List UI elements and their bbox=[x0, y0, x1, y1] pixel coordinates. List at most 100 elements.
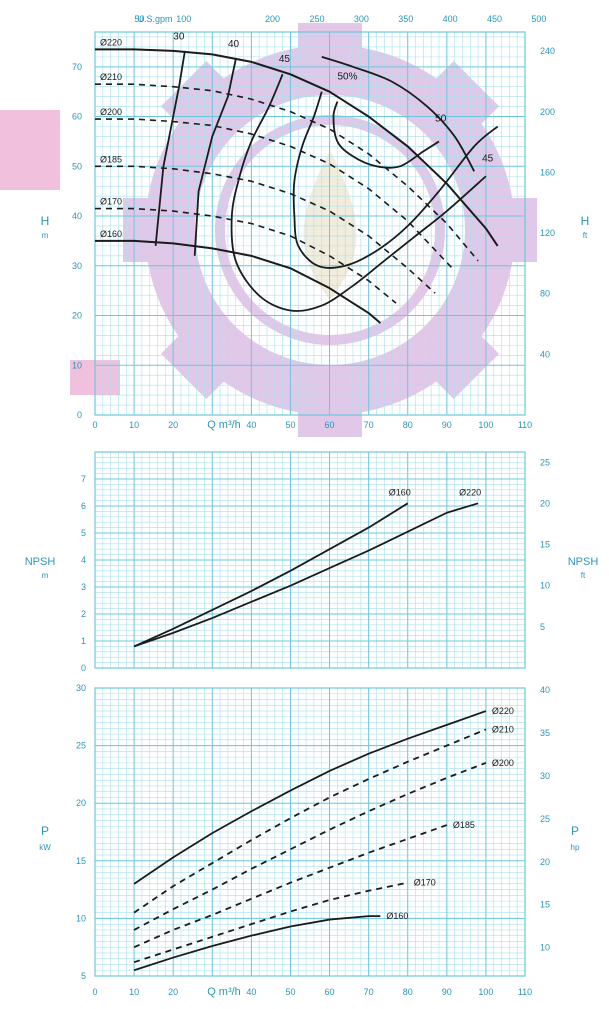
power-chart: Ø220 Ø210 Ø200 Ø185 Ø170 Ø160 bbox=[94, 687, 526, 977]
head-curve-Ø185 bbox=[95, 165, 436, 294]
head-y-axis-label-right: H bbox=[581, 214, 590, 228]
npsh-y-tick-left: 4 bbox=[81, 555, 86, 565]
npsh-y-unit-right: ft bbox=[581, 571, 586, 580]
top-axis-tick: 350 bbox=[398, 14, 413, 24]
top-axis-tick: 200 bbox=[265, 14, 280, 24]
efficiency-label: 50 bbox=[435, 114, 447, 125]
head-curve-label: Ø220 bbox=[100, 37, 122, 47]
head-y-tick-left: 0 bbox=[77, 410, 82, 420]
power-y-tick-left: 25 bbox=[76, 741, 86, 751]
top-axis-tick: 100 bbox=[176, 14, 191, 24]
power-y-tick-right: 30 bbox=[540, 771, 550, 781]
power-x-axis-label: Q m³/h bbox=[207, 986, 241, 998]
head-chart: Ø220 Ø210 Ø200 Ø185 Ø170 Ø160 30 40 45 50% 50 45 bbox=[94, 31, 526, 416]
head-y-tick-left: 50 bbox=[72, 161, 82, 171]
head-y-tick-left: 70 bbox=[72, 62, 82, 72]
power-curve-label: Ø220 bbox=[492, 706, 514, 716]
head-y-tick-right: 40 bbox=[540, 349, 550, 359]
top-axis-tick: 400 bbox=[443, 14, 458, 24]
power-curve-Ø200 bbox=[133, 762, 487, 931]
watermark-letter-block bbox=[0, 110, 60, 190]
power-curve-Ø210 bbox=[133, 728, 487, 914]
head-x-axis-label: Q m³/h bbox=[207, 419, 241, 431]
head-y-tick-left: 40 bbox=[72, 211, 82, 221]
head-curve-Ø210 bbox=[95, 83, 479, 262]
head-y-unit-right: ft bbox=[583, 231, 588, 240]
watermark-graphic bbox=[0, 23, 537, 437]
head-x-tick: 20 bbox=[168, 420, 178, 430]
head-curve-Ø220 bbox=[95, 48, 499, 247]
efficiency-label: 45 bbox=[482, 153, 494, 164]
power-curve-Ø170 bbox=[133, 881, 408, 964]
head-x-tick: 80 bbox=[403, 420, 413, 430]
npsh-y-tick-left: 3 bbox=[81, 582, 86, 592]
top-axis-tick: 500 bbox=[531, 14, 546, 24]
head-y-tick-left: 30 bbox=[72, 261, 82, 271]
head-curve-label: Ø170 bbox=[100, 197, 122, 207]
power-y-axis-label-right: P bbox=[571, 824, 579, 838]
head-curve-Ø170 bbox=[95, 207, 397, 304]
top-axis-tick: 300 bbox=[354, 14, 369, 24]
power-y-unit-left: kW bbox=[39, 843, 51, 852]
efficiency-curve-40 bbox=[193, 59, 237, 256]
npsh-y-tick-right: 5 bbox=[540, 622, 545, 632]
power-y-tick-right: 15 bbox=[540, 900, 550, 910]
head-curve-Ø160 bbox=[95, 239, 382, 324]
plot-frame bbox=[94, 687, 526, 977]
power-x-tick: 90 bbox=[442, 987, 452, 997]
head-y-tick-right: 120 bbox=[540, 228, 555, 238]
efficiency-curve-45 bbox=[230, 73, 487, 312]
plot-frame bbox=[94, 31, 526, 416]
power-y-tick-right: 25 bbox=[540, 814, 550, 824]
power-y-tick-left: 20 bbox=[76, 798, 86, 808]
power-x-tick: 0 bbox=[92, 987, 97, 997]
npsh-y-tick-right: 15 bbox=[540, 540, 550, 550]
head-y-tick-left: 20 bbox=[72, 311, 82, 321]
efficiency-curve-45 bbox=[321, 56, 475, 172]
npsh-y-tick-left: 0 bbox=[81, 663, 86, 673]
npsh-y-tick-left: 1 bbox=[81, 636, 86, 646]
power-y-tick-right: 35 bbox=[540, 728, 550, 738]
npsh-y-tick-right: 10 bbox=[540, 581, 550, 591]
npsh-y-axis-label-left: NPSH bbox=[25, 556, 56, 568]
head-curve-Ø200 bbox=[95, 118, 456, 272]
head-curve-label: Ø210 bbox=[100, 72, 122, 82]
efficiency-label: 45 bbox=[279, 54, 291, 65]
head-y-axis-label-left: H bbox=[41, 214, 50, 228]
power-x-tick: 10 bbox=[129, 987, 139, 997]
power-x-tick: 100 bbox=[478, 987, 493, 997]
plot-frame bbox=[94, 451, 526, 669]
efficiency-label: 30 bbox=[173, 31, 185, 42]
npsh-curve-Ø220 bbox=[133, 502, 479, 648]
efficiency-curve-30 bbox=[154, 50, 186, 246]
npsh-curve-Ø160 bbox=[133, 502, 409, 648]
efficiency-label: 50% bbox=[337, 71, 357, 82]
head-y-tick-right: 80 bbox=[540, 289, 550, 299]
efficiency-label: 40 bbox=[228, 39, 240, 50]
head-y-tick-left: 10 bbox=[72, 360, 82, 370]
head-x-tick: 60 bbox=[325, 420, 335, 430]
head-x-tick: 100 bbox=[478, 420, 493, 430]
head-x-tick: 90 bbox=[442, 420, 452, 430]
npsh-y-tick-left: 6 bbox=[81, 501, 86, 511]
power-x-tick: 20 bbox=[168, 987, 178, 997]
head-y-tick-left: 60 bbox=[72, 112, 82, 122]
power-x-tick: 50 bbox=[285, 987, 295, 997]
npsh-y-tick-left: 7 bbox=[81, 474, 86, 484]
head-curve-label: Ø160 bbox=[100, 229, 122, 239]
power-curve-label: Ø185 bbox=[453, 820, 475, 830]
npsh-y-tick-right: 25 bbox=[540, 457, 550, 467]
npsh-y-tick-right: 20 bbox=[540, 498, 550, 508]
power-x-tick: 110 bbox=[518, 987, 532, 997]
power-y-tick-right: 40 bbox=[540, 685, 550, 695]
npsh-curve-label: Ø220 bbox=[459, 487, 481, 497]
power-curve-label: Ø200 bbox=[492, 758, 514, 768]
power-y-tick-left: 5 bbox=[81, 971, 86, 981]
power-y-tick-left: 30 bbox=[76, 683, 86, 693]
efficiency-curve-50 bbox=[332, 101, 440, 169]
npsh-y-axis-label-right: NPSH bbox=[568, 556, 599, 568]
efficiency-curve-50% bbox=[292, 91, 499, 269]
power-curve-Ø220 bbox=[133, 710, 487, 885]
power-y-unit-right: hp bbox=[571, 843, 580, 852]
top-axis-label: U.S.gpm bbox=[137, 14, 172, 24]
